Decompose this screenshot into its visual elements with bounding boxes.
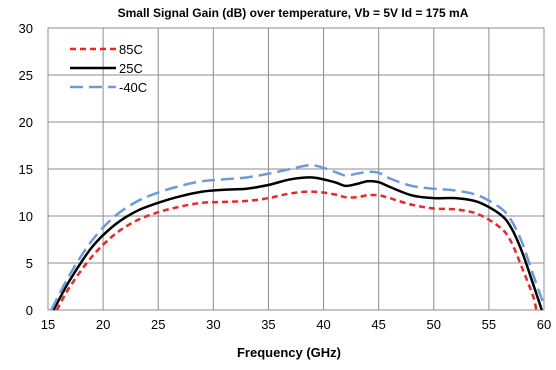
y-tick-label: 30 (19, 21, 33, 36)
x-tick-label: 45 (371, 317, 385, 332)
y-tick-label: 5 (26, 256, 33, 271)
x-tick-label: 15 (41, 317, 55, 332)
plot-area-border (47, 27, 545, 311)
x-tick-label: 50 (427, 317, 441, 332)
y-tick-labels: 0 5 10 15 20 25 30 (19, 21, 33, 318)
legend: 85C 25C -40C (70, 42, 147, 95)
x-tick-labels: 15 20 25 30 35 40 45 50 55 60 (41, 317, 551, 332)
series-line-85c (55, 190, 538, 311)
x-tick-label: 40 (316, 317, 330, 332)
legend-label: -40C (119, 80, 147, 95)
x-axis-title: Frequency (GHz) (237, 345, 341, 360)
y-tick-label: 20 (19, 115, 33, 130)
x-tick-label: 60 (537, 317, 551, 332)
y-tick-label: 25 (19, 68, 33, 83)
series-lines (50, 163, 546, 311)
chart-title: Small Signal Gain (dB) over temperature,… (118, 6, 469, 20)
y-tick-label: 15 (19, 162, 33, 177)
x-tick-label: 20 (96, 317, 110, 332)
x-tick-label: 35 (261, 317, 275, 332)
x-tick-label: 55 (482, 317, 496, 332)
series-line-25c (52, 176, 543, 311)
legend-label: 25C (119, 61, 143, 76)
y-tick-label: 10 (19, 209, 33, 224)
grid (47, 27, 545, 311)
series-line--40c (50, 163, 546, 311)
legend-label: 85C (119, 42, 143, 57)
x-tick-label: 30 (206, 317, 220, 332)
x-tick-label: 25 (151, 317, 165, 332)
y-tick-label: 0 (26, 303, 33, 318)
